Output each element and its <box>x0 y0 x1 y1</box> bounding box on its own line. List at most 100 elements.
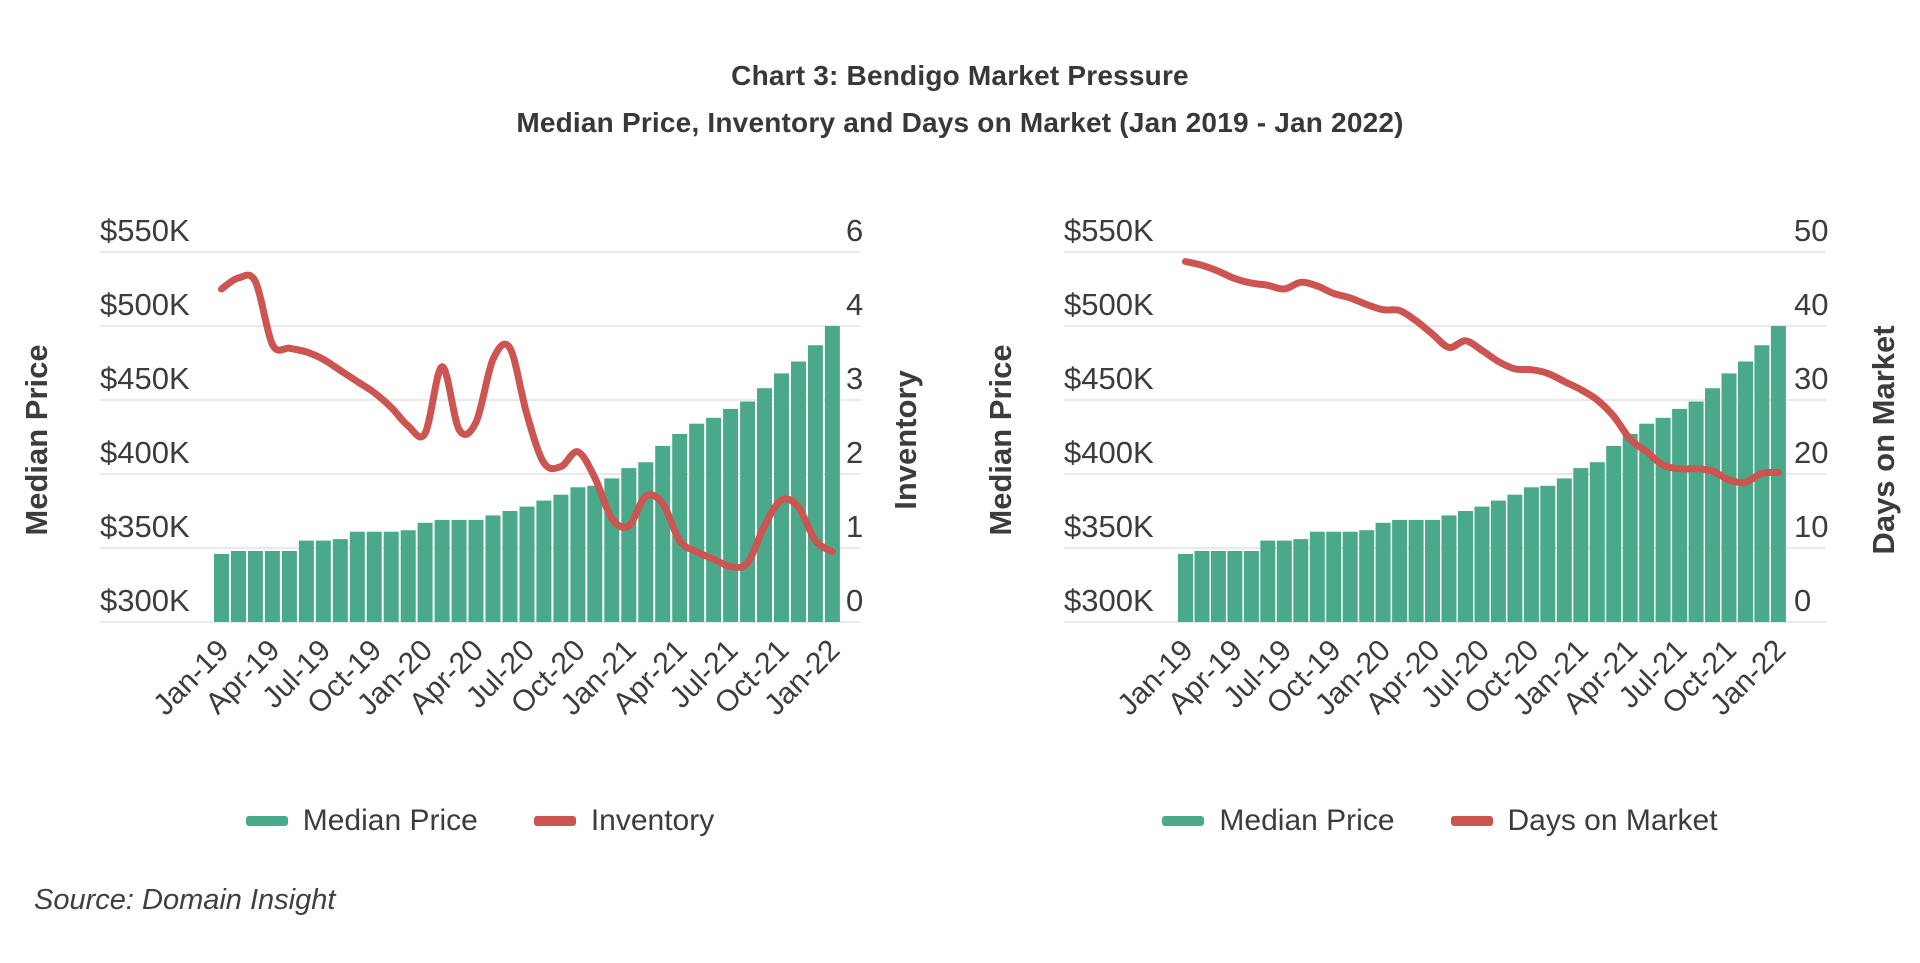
right-chart: $550K 50 $500K 40 $450K 30 $400K 20 $350K 10 $300K… <box>983 213 1901 722</box>
median-price-bar <box>502 511 518 622</box>
y-tick-label-right: 0 <box>1794 583 1811 618</box>
median-price-bar <box>807 345 823 622</box>
inventory-line <box>218 271 836 571</box>
y-tick-label-right: 20 <box>1794 435 1828 470</box>
median-price-bar <box>740 401 756 622</box>
y-tick-label-left: $400K <box>100 435 190 470</box>
median-price-bar <box>1523 487 1539 622</box>
y-axis-title-right: Days on Market <box>1866 325 1901 554</box>
y-tick-label-right: 30 <box>1794 361 1828 396</box>
median-price-bar <box>400 530 416 622</box>
y-axis-title-left: Median Price <box>19 344 54 535</box>
median-price-bar <box>298 540 314 622</box>
median-price-bar <box>1507 494 1523 622</box>
y-axis-title-right: Inventory <box>888 369 923 509</box>
y-tick-label-left: $550K <box>100 213 190 248</box>
median-price-bar <box>655 445 671 622</box>
legend-label: Inventory <box>590 804 715 837</box>
median-price-bar <box>1194 551 1210 622</box>
median-price-bar <box>383 531 399 622</box>
y-tick-label-right: 10 <box>1794 509 1828 544</box>
y-tick-label-right: 4 <box>846 287 863 322</box>
y-tick-label-left: $300K <box>1064 583 1154 618</box>
page-title: Chart 3: Bendigo Market Pressure <box>731 60 1189 91</box>
y-tick-label-right: 50 <box>1794 213 1828 248</box>
median-price-bar <box>468 519 484 622</box>
median-price-bar <box>757 388 772 622</box>
median-price-bar <box>824 326 840 622</box>
y-tick-label-left: $350K <box>100 509 190 544</box>
median-price-bar <box>1705 388 1720 622</box>
median-price-bar <box>1540 485 1556 622</box>
legend-label: Median Price <box>1219 804 1395 837</box>
median-price-bar <box>247 551 263 622</box>
median-price-bar <box>1655 417 1671 622</box>
median-price-bar <box>1754 345 1770 622</box>
legend-label: Days on Market <box>1507 804 1718 837</box>
median-price-bar <box>1721 373 1737 622</box>
source-note: Source: Domain Insight <box>34 884 336 916</box>
median-price-bar <box>332 539 348 622</box>
legend-left-chart: Median Price Inventory <box>0 797 960 845</box>
median-price-bar <box>1309 531 1325 622</box>
median-price-bar <box>366 531 382 622</box>
y-tick-label-right: 6 <box>846 213 863 248</box>
y-tick-label-right: 1 <box>846 509 863 544</box>
median-price-bar <box>570 487 586 622</box>
y-tick-label-left: $550K <box>1064 213 1154 248</box>
y-tick-label-right: 40 <box>1794 287 1828 322</box>
median-price-bar <box>1490 500 1506 622</box>
median-price-bar <box>1359 530 1375 622</box>
median-price-bar <box>1589 462 1605 622</box>
median-price-swatch <box>1162 816 1205 826</box>
median-price-bar <box>485 515 501 622</box>
median-price-bar <box>1392 519 1408 622</box>
median-price-bar <box>1293 539 1309 622</box>
median-price-bar <box>1260 540 1276 622</box>
median-price-bar <box>689 423 705 622</box>
y-tick-label-left: $500K <box>1064 287 1154 322</box>
median-price-bar <box>791 361 806 622</box>
legend-item-median-price: Median Price <box>245 804 478 838</box>
median-price-bar <box>315 540 331 622</box>
y-tick-label-right: 2 <box>846 435 863 470</box>
median-price-bar <box>519 506 535 622</box>
median-price-bar <box>587 485 603 622</box>
median-price-swatch <box>245 816 288 826</box>
y-tick-label-left: $500K <box>100 287 190 322</box>
median-price-bar <box>723 408 739 622</box>
median-price-bar <box>214 553 229 622</box>
y-tick-label-left: $350K <box>1064 509 1154 544</box>
median-price-bar <box>417 522 433 622</box>
median-price-bar <box>1178 553 1193 622</box>
median-price-bar <box>1425 519 1440 622</box>
days-on-market-swatch <box>1450 816 1493 826</box>
median-price-bar <box>1441 515 1457 622</box>
median-price-bar <box>1738 361 1753 622</box>
median-price-bar <box>1556 478 1572 622</box>
median-price-bar <box>1474 506 1490 622</box>
median-price-bar <box>1276 540 1292 622</box>
page-subtitle: Median Price, Inventory and Days on Mark… <box>516 107 1404 138</box>
median-price-bar <box>1227 551 1243 622</box>
y-axis-title-left: Median Price <box>983 344 1018 535</box>
median-price-bar <box>1639 423 1655 622</box>
median-price-bar <box>1458 511 1473 622</box>
legend-item-days-on-market: Days on Market <box>1450 804 1718 838</box>
median-price-bar <box>1622 434 1638 622</box>
median-price-bar <box>1375 522 1391 622</box>
median-price-bar <box>536 500 552 622</box>
left-chart: $550K 6$500K 4$450K 3$400K 2$350K 1$300K 0Jan-… <box>19 213 923 722</box>
median-price-bar <box>553 494 569 622</box>
median-price-bar <box>706 417 722 622</box>
median-price-bar <box>1326 531 1342 622</box>
legend-item-inventory: Inventory <box>533 804 715 838</box>
days-on-market-line <box>1182 258 1782 487</box>
median-price-bar <box>1573 468 1589 622</box>
median-price-bar <box>638 462 654 622</box>
y-tick-label-left: $450K <box>100 361 190 396</box>
median-price-bar <box>621 468 637 622</box>
median-price-bar <box>1342 531 1358 622</box>
